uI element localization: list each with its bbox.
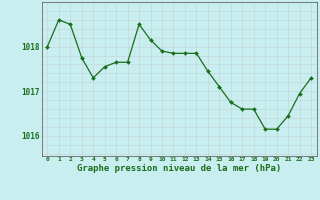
X-axis label: Graphe pression niveau de la mer (hPa): Graphe pression niveau de la mer (hPa)	[77, 164, 281, 173]
